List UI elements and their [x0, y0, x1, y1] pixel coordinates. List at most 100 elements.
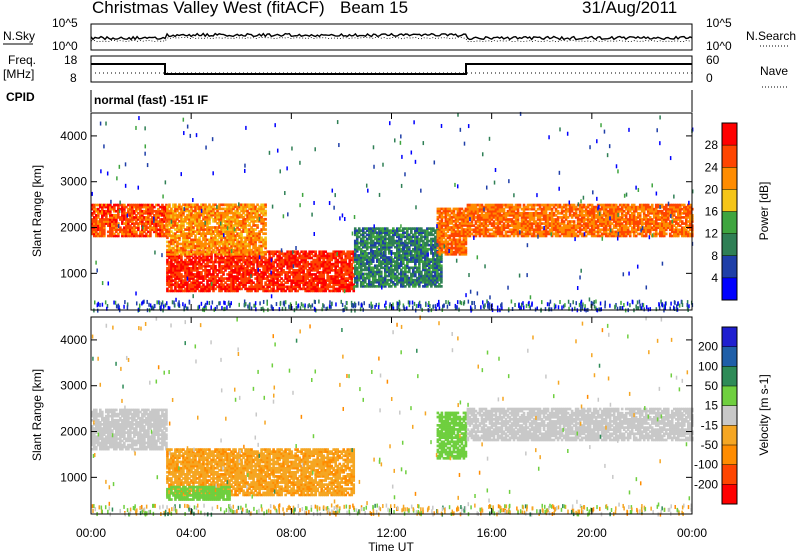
heatmap-cell: [214, 250, 217, 254]
heatmap-cell: [206, 232, 209, 236]
heatmap-cell: [320, 285, 323, 289]
heatmap-cell: [320, 277, 323, 280]
heatmap-cell: [200, 275, 203, 278]
heatmap-cell: [121, 232, 124, 236]
heatmap-cell: [346, 262, 350, 266]
heatmap-cell: [248, 285, 251, 289]
heatmap-cell: [272, 289, 275, 293]
heatmap-cell: [174, 209, 177, 213]
heatmap-cell: [206, 254, 209, 258]
heatmap-cell: [208, 222, 211, 225]
heatmap-cell: [103, 205, 106, 209]
heatmap-cell: [248, 281, 251, 285]
heatmap-cell: [244, 230, 247, 233]
heatmap-cell: [224, 207, 227, 211]
heatmap-cell: [246, 273, 249, 276]
heatmap-cell: [238, 236, 241, 240]
heatmap-cell: [334, 252, 338, 256]
heatmap-cell: [157, 216, 160, 219]
heatmap-cell: [202, 279, 205, 282]
heatmap-cell: [198, 222, 201, 225]
heatmap-cell: [212, 240, 215, 244]
heatmap-cell: [326, 271, 329, 274]
heatmap-cell: [296, 275, 299, 278]
heatmap-cell: [218, 250, 221, 254]
heatmap-cell: [147, 205, 150, 209]
heatmap-cell: [232, 242, 235, 246]
heatmap-cell: [212, 213, 215, 217]
heatmap-cell: [322, 254, 325, 258]
heatmap-cell: [268, 264, 271, 268]
heatmap-cell: [324, 256, 327, 260]
heatmap-cell: [318, 277, 321, 280]
heatmap-cell: [115, 216, 118, 219]
heatmap-cell: [180, 277, 183, 280]
heatmap-cell: [272, 281, 275, 285]
heatmap-cell: [204, 244, 207, 248]
heatmap-cell: [348, 273, 352, 276]
heatmap-cell: [260, 285, 263, 289]
heatmap-cell: [278, 264, 281, 268]
heatmap-cell: [336, 279, 340, 282]
heatmap-cell: [228, 224, 231, 227]
heatmap-cell: [192, 264, 195, 268]
heatmap-cell: [236, 244, 239, 248]
heatmap-cell: [290, 287, 293, 291]
heatmap-cell: [214, 238, 217, 242]
heatmap-cell: [184, 238, 187, 242]
heatmap-cell: [168, 250, 171, 254]
heatmap-cell: [234, 205, 237, 209]
heatmap-cell: [95, 234, 98, 238]
heatmap-cell: [314, 258, 317, 262]
heatmap-cell: [212, 260, 215, 264]
heatmap-cell: [170, 256, 173, 260]
heatmap-cell: [198, 285, 201, 289]
heatmap-cell: [228, 207, 231, 211]
heatmap-cell: [131, 211, 134, 215]
heatmap-cell: [168, 279, 171, 282]
heatmap-cell: [230, 287, 233, 291]
heatmap-cell: [292, 273, 295, 276]
heatmap-cell: [190, 230, 193, 233]
heatmap-cell: [246, 205, 249, 209]
heatmap-cell: [192, 273, 195, 276]
heatmap-cell: [220, 277, 223, 280]
heatmap-cell: [236, 217, 239, 221]
heatmap-cell: [131, 209, 134, 213]
heatmap-cell: [222, 228, 225, 231]
heatmap-cell: [194, 205, 197, 209]
heatmap-cell: [208, 213, 211, 217]
heatmap-cell: [332, 254, 336, 258]
heatmap-cell: [125, 222, 128, 225]
heatmap-cell: [316, 260, 319, 264]
heatmap-cell: [338, 285, 342, 289]
heatmap-cell: [198, 230, 201, 233]
heatmap-cell: [192, 213, 195, 217]
heatmap-cell: [258, 285, 261, 289]
heatmap-cell: [129, 216, 132, 219]
heatmap-cell: [206, 215, 209, 219]
heatmap-cell: [107, 224, 110, 227]
heatmap-cell: [244, 219, 247, 223]
heatmap-cell: [121, 205, 124, 209]
heatmap-cell: [133, 205, 136, 209]
heatmap-cell: [99, 226, 102, 230]
heatmap-cell: [334, 264, 338, 268]
heatmap-cell: [214, 234, 217, 238]
heatmap-cell: [220, 242, 223, 246]
heatmap-cell: [226, 260, 229, 264]
heatmap-cell: [228, 266, 231, 270]
heatmap-cell: [190, 287, 193, 291]
heatmap-cell: [188, 222, 191, 225]
heatmap-cell: [352, 275, 356, 278]
heatmap-cell: [218, 279, 221, 282]
heatmap-cell: [268, 260, 271, 264]
heatmap-cell: [236, 232, 239, 236]
heatmap-cell: [188, 260, 191, 264]
heatmap-cell: [220, 219, 223, 223]
heatmap-cell: [230, 266, 233, 270]
heatmap-cell: [282, 287, 285, 291]
heatmap-cell: [166, 248, 169, 252]
heatmap-cell: [304, 260, 307, 264]
heatmap-cell: [300, 254, 303, 258]
